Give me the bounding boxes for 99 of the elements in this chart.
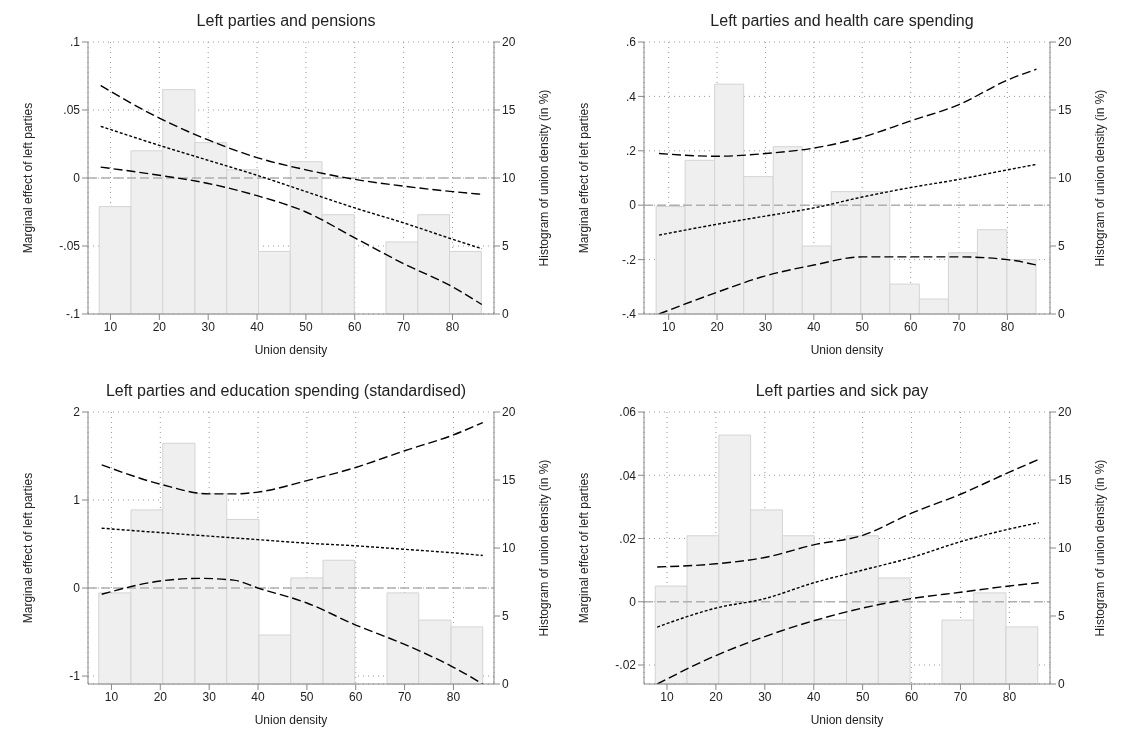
x-tick-label: 60 (903, 319, 918, 334)
y-tick-label: 0 (629, 595, 637, 610)
y-tick-label: .06 (619, 405, 637, 420)
x-tick-label: 20 (153, 689, 168, 704)
x-tick-label: 40 (807, 689, 821, 704)
line-series (100, 421, 484, 495)
y-tick-label: .02 (619, 531, 637, 546)
line-series (658, 256, 1038, 314)
y-axis-title: Marginal effect of left parties (577, 102, 592, 254)
x-tick-label: 50 (855, 689, 870, 704)
y-axis-title: Marginal effect of left parties (21, 472, 36, 624)
y2-axis-title: Histogram of union density (in %) (537, 89, 552, 267)
y-tick-label: -1 (69, 669, 81, 684)
y-axis-title: Marginal effect of left parties (21, 102, 36, 254)
line-series (658, 163, 1038, 236)
y-tick-label: .05 (63, 103, 81, 118)
y-tick-label: 0 (73, 581, 81, 596)
y-tick-label: .1 (69, 35, 81, 50)
y2-tick-label: 10 (502, 171, 516, 186)
x-tick-label: 20 (152, 319, 167, 334)
y2-tick-label: 15 (1058, 103, 1072, 118)
y2-tick-label: 15 (1058, 473, 1072, 488)
x-tick-label: 70 (396, 319, 411, 334)
x-tick-label: 40 (807, 319, 821, 334)
y2-tick-label: 0 (1058, 677, 1065, 692)
y-tick-label: .6 (625, 35, 637, 50)
y-tick-label: -.1 (65, 307, 81, 322)
x-axis-title: Union density (254, 343, 328, 357)
y2-axis-title: Histogram of union density (in %) (537, 459, 552, 637)
y2-tick-label: 20 (1058, 35, 1072, 50)
x-tick-label: 30 (202, 689, 217, 704)
y-tick-label: -.02 (615, 658, 637, 673)
x-tick-label: 20 (710, 319, 725, 334)
line-series (100, 166, 483, 306)
line-series (656, 458, 1040, 568)
x-tick-label: 70 (397, 689, 412, 704)
x-tick-label: 10 (660, 689, 674, 704)
x-tick-label: 60 (904, 689, 919, 704)
y-tick-label: .2 (625, 144, 637, 159)
x-tick-label: 30 (758, 689, 772, 704)
x-tick-label: 10 (104, 689, 119, 704)
y2-tick-label: 5 (1058, 609, 1065, 624)
y2-tick-label: 15 (502, 473, 516, 488)
y2-tick-label: 0 (502, 677, 509, 692)
y2-tick-label: 15 (502, 103, 516, 118)
line-series (100, 527, 484, 557)
line-series (658, 68, 1038, 157)
y2-axis-title: Histogram of union density (in %) (1093, 89, 1108, 267)
x-tick-label: 70 (952, 319, 967, 334)
line-series (100, 125, 483, 250)
x-tick-label: 60 (349, 689, 363, 704)
y2-tick-label: 5 (502, 609, 509, 624)
x-tick-label: 40 (250, 319, 265, 334)
chart-title: Left parties and pensions (195, 11, 377, 31)
y2-tick-label: 10 (1058, 541, 1072, 556)
chart-title: Left parties and health care spending (709, 11, 975, 31)
x-tick-label: 30 (201, 319, 216, 334)
y-tick-label: -.05 (59, 239, 81, 254)
x-tick-label: 80 (445, 319, 460, 334)
y-tick-label: 0 (73, 171, 81, 186)
x-tick-label: 50 (299, 319, 313, 334)
y-tick-label: 2 (73, 405, 81, 420)
x-tick-label: 20 (709, 689, 723, 704)
y2-tick-label: 5 (1058, 239, 1065, 254)
y2-axis-title: Histogram of union density (in %) (1093, 459, 1108, 637)
line-series (100, 84, 483, 196)
x-tick-label: 60 (348, 319, 362, 334)
y-tick-label: 1 (73, 493, 81, 508)
x-tick-label: 50 (855, 319, 870, 334)
y2-tick-label: 5 (502, 239, 509, 254)
line-series (656, 582, 1040, 684)
y2-tick-label: 10 (502, 541, 516, 556)
x-axis-title: Union density (254, 713, 328, 727)
x-tick-label: 40 (251, 689, 266, 704)
y2-tick-label: 0 (1058, 307, 1065, 322)
y2-tick-label: 0 (502, 307, 509, 322)
line-series (656, 522, 1040, 628)
x-axis-title: Union density (810, 713, 884, 727)
y-axis-title: Marginal effect of left parties (577, 472, 592, 624)
y-tick-label: -.4 (621, 307, 637, 322)
y-tick-label: .4 (625, 89, 637, 104)
x-tick-label: 50 (300, 689, 314, 704)
y2-tick-label: 20 (1058, 405, 1072, 420)
y-tick-label: 0 (629, 198, 637, 213)
x-tick-label: 80 (1002, 689, 1017, 704)
chart-title: Left parties and sick pay (754, 381, 930, 401)
x-tick-label: 80 (1000, 319, 1015, 334)
y-tick-label: .04 (619, 468, 637, 483)
x-tick-label: 10 (103, 319, 118, 334)
x-tick-label: 30 (758, 319, 773, 334)
x-tick-label: 70 (953, 689, 968, 704)
x-axis-title: Union density (810, 343, 884, 357)
x-tick-label: 10 (662, 319, 676, 334)
y-tick-label: -.2 (621, 252, 637, 267)
y2-tick-label: 10 (1058, 171, 1072, 186)
chart-title: Left parties and education spending (standardised) (104, 381, 468, 401)
y2-tick-label: 20 (502, 35, 516, 50)
y2-tick-label: 20 (502, 405, 516, 420)
x-tick-label: 80 (446, 689, 461, 704)
